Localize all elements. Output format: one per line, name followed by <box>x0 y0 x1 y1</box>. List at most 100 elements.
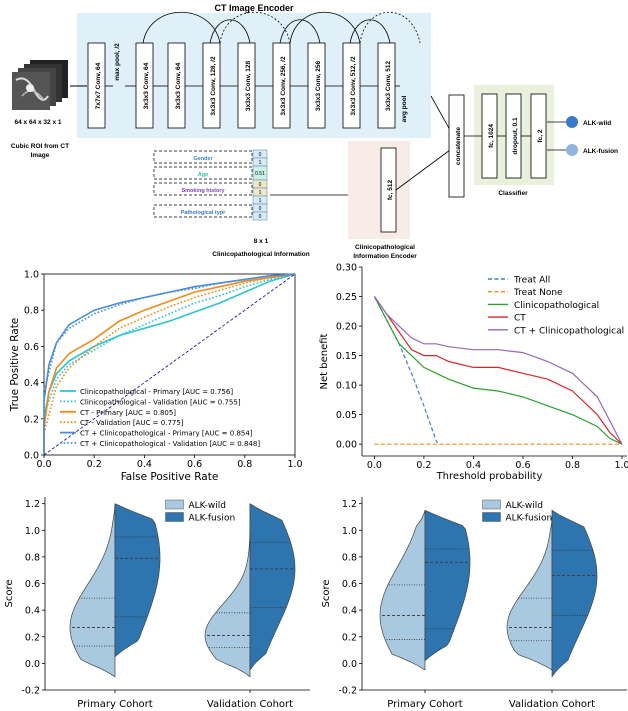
ct-encoder-layers: 7x7x7 Conv, 64 max pool, /2 3x3x3 Conv, 64… <box>87 42 408 129</box>
violin-chart-left: -0.2 0.0 0.2 0.4 0.6 0.8 1.0 1.2 Score Primary Co… <box>4 497 310 710</box>
classifier-layer-box <box>530 93 547 179</box>
x-tick-label: 0.0 <box>367 460 382 471</box>
ct-input-image <box>12 60 68 110</box>
encoder-layer-box <box>202 42 221 129</box>
legend-label: Clinicopathological - Validation [AUC = … <box>80 398 241 406</box>
y-tick-label: 0.05 <box>336 410 357 421</box>
y-tick-label: 1.0 <box>342 526 357 537</box>
alk-fusion-violin <box>114 503 161 657</box>
y-tick-label: 0.8 <box>342 552 357 563</box>
x-tick-label: 0.0 <box>36 459 51 470</box>
x-tick-label: 0.2 <box>416 460 431 471</box>
encoder-layer-label: avg pool <box>401 95 408 122</box>
legend-label: Clinicopathological <box>514 301 599 311</box>
roc-series-line <box>43 273 296 455</box>
encoder-layer-box <box>377 42 396 129</box>
encoder-layer-label: 3x3x3 Conv, 128 <box>245 61 252 111</box>
encoder-to-concat-arrow <box>430 95 451 131</box>
encoder-layer-label: 3x3x3 Conv, 64 <box>175 62 182 109</box>
y-tick-label: 0.20 <box>336 322 357 333</box>
legend-label: ALK-fusion <box>189 514 236 524</box>
y-tick-label: 0.10 <box>336 381 357 392</box>
clinical-vector-value: 0 <box>259 206 262 212</box>
y-tick-label: 1.0 <box>25 526 40 537</box>
legend-label: CT - Validation [AUC = 0.775] <box>80 419 184 427</box>
alk-fusion-output-node <box>566 144 578 156</box>
clinical-vector-value: 0.51 <box>255 171 265 177</box>
y-tick-label: -0.2 <box>21 686 40 697</box>
alk-fusion-violin <box>551 509 598 678</box>
y-tick-label: 1.2 <box>342 499 357 510</box>
encoder-layer-label: 3x3x3 Conv, 128, /2 <box>210 56 217 116</box>
x-tick-label: 0.6 <box>187 459 202 470</box>
roc-series-line <box>43 273 296 455</box>
clinical-caption: Clinicopathological Information <box>212 251 310 258</box>
y-tick-label: 0.6 <box>342 579 357 590</box>
legend-label: ALK-wild <box>189 501 226 511</box>
encoder-layer-label: 3x3x3 Conv, 512 <box>385 61 392 111</box>
classifier-layer-label: fc, 1024 <box>488 124 495 148</box>
x-axis-label: Threshold probability <box>436 471 543 482</box>
encoder-layer-box <box>87 42 106 129</box>
encoder-layer-box <box>167 42 186 129</box>
y-tick-label: 0.4 <box>24 378 39 389</box>
legend-label: CT + Clinicopathological <box>514 326 624 336</box>
violin-chart-right: -0.2 0.0 0.2 0.4 0.6 0.8 1.0 1.2 Score Primary Co… <box>321 497 627 710</box>
y-tick-label: 1.0 <box>24 270 39 281</box>
x-tick-label: Validation Cohort <box>207 699 293 710</box>
legend-swatch <box>482 499 501 510</box>
clinical-vector-value: 1 <box>259 160 262 166</box>
legend-label: ALK-fusion <box>506 514 553 524</box>
input-size-label: 64 x 64 x 32 x 1 <box>15 119 62 126</box>
encoder-layer-label: 3x3x3 Conv, 512, /2 <box>350 56 357 116</box>
y-tick-label: 0.2 <box>25 632 40 643</box>
dca-series-line <box>373 296 623 445</box>
clinical-to-concat-arrow <box>395 149 451 191</box>
legend-label: CT + Clinicopathological - Primary [AUC … <box>80 430 253 438</box>
y-tick-label: 0.8 <box>24 306 39 317</box>
dca-series-line <box>373 296 623 445</box>
y-tick-label: 0.30 <box>336 263 357 274</box>
clinical-encoder-caption-2: Information Encoder <box>353 253 417 260</box>
encoder-layer-box <box>307 42 326 129</box>
x-tick-label: 1.0 <box>614 460 628 471</box>
y-tick-label: 0.2 <box>24 414 39 425</box>
legend-label: CT <box>514 314 526 324</box>
y-axis-label: True Positive Rate <box>9 318 21 413</box>
roc-series-line <box>43 273 296 455</box>
legend-label: ALK-wild <box>506 501 543 511</box>
plot-frame <box>43 273 296 456</box>
encoder-layer-label: 3x3x3 Conv, 256 <box>315 61 322 111</box>
dca-series-line <box>373 296 623 445</box>
clinical-vector-value: 0 <box>259 152 262 158</box>
input-caption-line-2: Image <box>31 152 50 159</box>
clinical-information: Gender Age Smoking history Pathological typ… <box>153 149 380 258</box>
alk-wild-output-label: ALK-wild <box>583 120 611 127</box>
x-tick-label: 0.8 <box>237 459 252 470</box>
decision-curve-chart: 0.0 0.2 0.4 0.6 0.8 1.0 0.00 0.05 0.10 0.15 0.20 0.… <box>319 263 628 483</box>
classifier-layer-box <box>448 94 465 198</box>
clinical-vector-value: 0 <box>259 182 262 188</box>
x-tick-label: 0.2 <box>87 459 102 470</box>
legend-label: Clinicopathological - Primary [AUC = 0.7… <box>80 388 233 396</box>
x-axis-label: False Positive Rate <box>121 471 219 483</box>
classifier-layers: concatenate fc, 1024 dropout, 0.1 fc, 2 <box>448 93 547 198</box>
y-tick-label: 0.15 <box>336 351 357 362</box>
x-tick-label: Primary Cohort <box>77 699 152 710</box>
classifier-caption: Classifier <box>498 190 528 197</box>
x-tick-label: 1.0 <box>287 459 302 470</box>
legend-swatch <box>165 499 184 510</box>
alk-wild-violin <box>69 503 116 678</box>
x-tick-label: 0.4 <box>137 459 152 470</box>
alk-fusion-violin <box>249 503 296 671</box>
y-axis-label: Score <box>321 579 332 607</box>
y-tick-label: 0.0 <box>342 659 357 670</box>
roc-chart: 0.0 0.2 0.4 0.6 0.8 1.0 0.0 0.2 0.4 0.6 0.8 1.0 Fals… <box>9 270 303 484</box>
clinical-vector-value: 1 <box>259 198 262 204</box>
alk-wild-output-node <box>566 116 578 128</box>
y-axis-label: Net benefit <box>319 333 330 389</box>
alk-wild-violin <box>204 503 251 678</box>
x-tick-label: 0.4 <box>466 460 481 471</box>
clinical-feature-label: Age <box>198 172 208 178</box>
